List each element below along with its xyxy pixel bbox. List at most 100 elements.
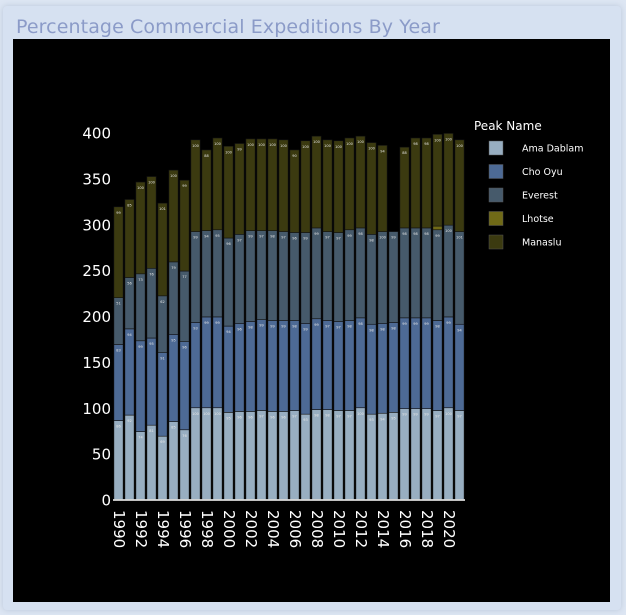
bar-segment-ama-dablam-2003[interactable]	[256, 410, 267, 500]
bar-segment-cho-oyu-2014[interactable]	[377, 323, 388, 414]
bar-segment-ama-dablam-1996[interactable]	[179, 429, 190, 500]
bar-segment-everest-2013[interactable]	[366, 234, 377, 325]
bar-segment-manaslu-2004[interactable]	[267, 138, 278, 231]
bar-segment-ama-dablam-2012[interactable]	[355, 407, 366, 500]
bar-segment-everest-1993[interactable]	[146, 267, 157, 339]
bar-segment-ama-dablam-2011[interactable]	[344, 410, 355, 500]
bar-segment-ama-dablam-1993[interactable]	[146, 424, 157, 500]
legend-swatch-everest[interactable]	[488, 187, 504, 203]
legend-swatch-manaslu[interactable]	[488, 234, 504, 250]
bar-segment-ama-dablam-2001[interactable]	[234, 411, 245, 500]
bar-segment-cho-oyu-2011[interactable]	[344, 320, 355, 411]
bar-segment-ama-dablam-2018[interactable]	[421, 408, 432, 500]
legend-label[interactable]: Ama Dablam	[522, 144, 583, 155]
bar-segment-manaslu-2020[interactable]	[443, 133, 454, 226]
bar-segment-manaslu-2007[interactable]	[300, 140, 311, 233]
bar-segment-ama-dablam-2010[interactable]	[333, 410, 344, 500]
bar-segment-manaslu-2005[interactable]	[278, 139, 289, 232]
bar-segment-cho-oyu-2021[interactable]	[454, 323, 465, 411]
bar-segment-manaslu-2010[interactable]	[333, 140, 344, 233]
legend-swatch-lhotse[interactable]	[488, 211, 504, 226]
bar-segment-manaslu-2021[interactable]	[454, 139, 465, 232]
bar-segment-lhotse-2019[interactable]	[432, 225, 443, 231]
bar-segment-cho-oyu-2007[interactable]	[300, 323, 311, 415]
bar-segment-manaslu-2002[interactable]	[245, 138, 256, 231]
bar-segment-cho-oyu-2008[interactable]	[311, 318, 322, 410]
bar-segment-ama-dablam-2002[interactable]	[245, 411, 256, 500]
bar-segment-cho-oyu-2013[interactable]	[366, 323, 377, 415]
bar-segment-cho-oyu-1994[interactable]	[157, 352, 168, 437]
bar-segment-ama-dablam-2021[interactable]	[454, 410, 465, 500]
bar-segment-ama-dablam-1995[interactable]	[168, 421, 179, 500]
bar-segment-manaslu-2003[interactable]	[256, 138, 267, 231]
legend-label[interactable]: Everest	[522, 191, 558, 202]
bar-segment-ama-dablam-2014[interactable]	[377, 412, 388, 500]
bar-segment-ama-dablam-2006[interactable]	[289, 410, 300, 500]
legend-swatch-cho-oyu[interactable]	[488, 164, 504, 179]
bar-segment-cho-oyu-2016[interactable]	[399, 317, 410, 409]
bar-segment-everest-2017[interactable]	[410, 227, 421, 319]
bar-segment-manaslu-1990[interactable]	[113, 206, 124, 298]
bar-segment-everest-1994[interactable]	[157, 295, 168, 353]
bar-segment-everest-2009[interactable]	[322, 231, 333, 321]
bar-segment-everest-2002[interactable]	[245, 230, 256, 322]
bar-segment-cho-oyu-2000[interactable]	[223, 325, 234, 413]
bar-segment-manaslu-2000[interactable]	[223, 145, 234, 239]
bar-segment-ama-dablam-1992[interactable]	[135, 431, 146, 500]
bar-segment-cho-oyu-1997[interactable]	[190, 322, 201, 409]
bar-segment-everest-2019[interactable]	[432, 229, 443, 321]
bar-segment-everest-1999[interactable]	[212, 229, 223, 318]
bar-segment-everest-2010[interactable]	[333, 232, 344, 322]
bar-segment-everest-2021[interactable]	[454, 231, 465, 325]
bar-segment-manaslu-2017[interactable]	[410, 137, 421, 229]
bar-segment-ama-dablam-2008[interactable]	[311, 409, 322, 500]
bar-segment-manaslu-2009[interactable]	[322, 139, 333, 232]
bar-segment-manaslu-1998[interactable]	[201, 149, 212, 231]
bar-segment-manaslu-1995[interactable]	[168, 169, 179, 263]
bar-segment-ama-dablam-1994[interactable]	[157, 435, 168, 500]
bar-segment-cho-oyu-2003[interactable]	[256, 319, 267, 411]
bar-segment-manaslu-1996[interactable]	[179, 179, 190, 272]
bar-segment-manaslu-2016[interactable]	[399, 146, 410, 229]
bar-segment-everest-2011[interactable]	[344, 229, 355, 321]
bar-segment-manaslu-2014[interactable]	[377, 145, 388, 232]
bar-segment-manaslu-2006[interactable]	[289, 149, 300, 233]
bar-segment-everest-2018[interactable]	[421, 227, 432, 319]
bar-segment-manaslu-2018[interactable]	[421, 137, 432, 229]
legend-label[interactable]: Cho Oyu	[522, 167, 563, 178]
legend-label[interactable]: Manaslu	[522, 238, 561, 249]
bar-segment-cho-oyu-1990[interactable]	[113, 344, 124, 421]
bar-segment-everest-2006[interactable]	[289, 232, 300, 321]
bar-segment-everest-2003[interactable]	[256, 230, 267, 320]
bar-segment-everest-1998[interactable]	[201, 230, 212, 318]
bar-segment-manaslu-2008[interactable]	[311, 135, 322, 229]
bar-segment-ama-dablam-2013[interactable]	[366, 413, 377, 500]
bar-segment-cho-oyu-2017[interactable]	[410, 317, 421, 409]
bar-segment-cho-oyu-2019[interactable]	[432, 320, 443, 411]
bar-segment-ama-dablam-2007[interactable]	[300, 413, 311, 500]
bar-segment-cho-oyu-2004[interactable]	[267, 320, 278, 412]
bar-segment-cho-oyu-2002[interactable]	[245, 321, 256, 412]
bar-segment-cho-oyu-2001[interactable]	[234, 323, 245, 412]
bar-segment-everest-1997[interactable]	[190, 231, 201, 323]
bar-segment-ama-dablam-1999[interactable]	[212, 407, 223, 500]
bar-segment-manaslu-1993[interactable]	[146, 176, 157, 269]
bar-segment-manaslu-2013[interactable]	[366, 142, 377, 235]
bar-segment-everest-2012[interactable]	[355, 227, 366, 319]
bar-segment-cho-oyu-2012[interactable]	[355, 317, 366, 409]
legend-swatch-ama-dablam[interactable]	[488, 140, 504, 156]
bar-segment-manaslu-2001[interactable]	[234, 143, 245, 235]
bar-segment-manaslu-1997[interactable]	[190, 139, 201, 232]
bar-segment-everest-2007[interactable]	[300, 232, 311, 324]
bar-segment-ama-dablam-2015[interactable]	[388, 412, 399, 500]
bar-segment-cho-oyu-1998[interactable]	[201, 316, 212, 409]
bar-segment-cho-oyu-2006[interactable]	[289, 320, 300, 411]
bar-segment-everest-1995[interactable]	[168, 261, 179, 335]
bar-segment-ama-dablam-2004[interactable]	[267, 411, 278, 500]
bar-segment-cho-oyu-2020[interactable]	[443, 316, 454, 409]
bar-segment-everest-2020[interactable]	[443, 224, 454, 318]
bar-segment-cho-oyu-2005[interactable]	[278, 320, 289, 412]
bar-segment-manaslu-2011[interactable]	[344, 137, 355, 231]
bar-segment-manaslu-1994[interactable]	[157, 202, 168, 297]
bar-segment-ama-dablam-2020[interactable]	[443, 407, 454, 500]
